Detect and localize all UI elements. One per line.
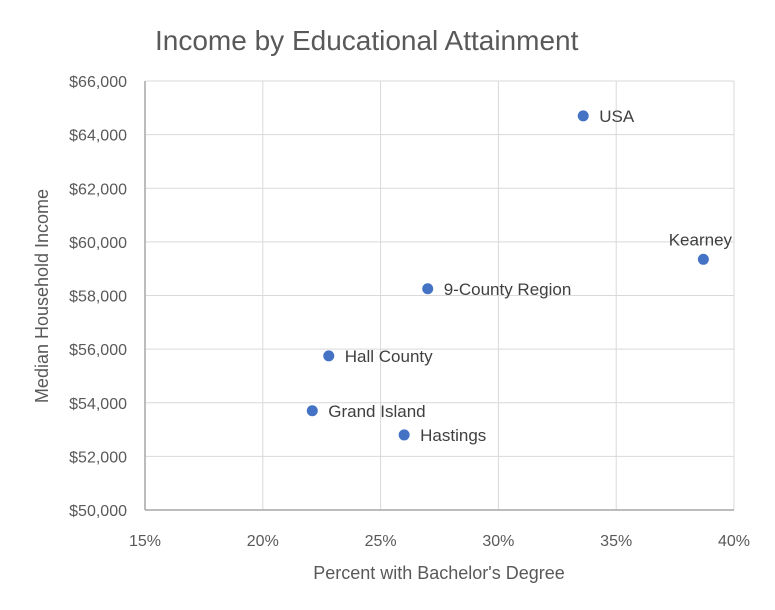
data-points [306, 110, 709, 441]
x-tick-label: 25% [365, 533, 397, 550]
x-tick-label: 15% [129, 533, 161, 550]
data-label: 9-County Region [444, 280, 572, 299]
y-tick-label: $58,000 [69, 289, 127, 306]
gridlines [145, 80, 735, 510]
data-point [306, 405, 318, 417]
axes [144, 81, 734, 511]
data-point [697, 253, 709, 265]
data-label: Hastings [420, 426, 486, 445]
x-tick-label: 20% [247, 533, 279, 550]
data-point [577, 110, 589, 122]
x-tick-labels: 15% 20% 25% 30% 35% 40% [129, 533, 750, 550]
y-tick-label: $62,000 [69, 181, 127, 198]
data-label: USA [599, 107, 635, 126]
data-point [323, 350, 335, 362]
x-tick-label: 40% [718, 533, 750, 550]
data-label: Hall County [345, 347, 433, 366]
x-tick-label: 30% [482, 533, 514, 550]
y-tick-label: $66,000 [69, 74, 127, 91]
y-tick-label: $60,000 [69, 235, 127, 252]
y-tick-label: $56,000 [69, 342, 127, 359]
y-tick-label: $54,000 [69, 396, 127, 413]
y-axis-label: Median Household Income [32, 189, 52, 403]
y-tick-label: $52,000 [69, 449, 127, 466]
y-tick-label: $64,000 [69, 128, 127, 145]
y-tick-label: $50,000 [69, 503, 127, 520]
data-label: Kearney [669, 230, 733, 249]
data-labels: USA Kearney 9-County Region Hall County Gran… [328, 107, 732, 445]
x-tick-label: 35% [600, 533, 632, 550]
x-axis-label: Percent with Bachelor's Degree [313, 563, 565, 583]
data-label: Grand Island [328, 402, 425, 421]
y-tick-labels: $50,000 $52,000 $54,000 $56,000 $58,000 $60,0… [69, 74, 127, 520]
chart-title: Income by Educational Attainment [155, 25, 579, 56]
data-point [398, 429, 410, 441]
data-point [422, 283, 434, 295]
